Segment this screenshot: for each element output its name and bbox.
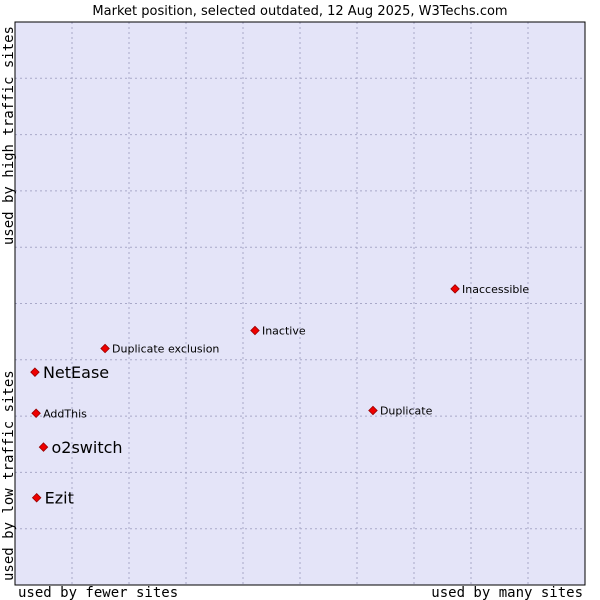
data-points: NetEase o2switch Ezit AddThis Duplicate excl… [30, 283, 529, 508]
x-axis-label-right: used by many sites [431, 585, 583, 600]
y-axis-label-top: used by high traffic sites [1, 26, 17, 245]
data-point: o2switch [38, 438, 123, 457]
point-marker [30, 367, 40, 377]
data-point: Duplicate [368, 404, 433, 417]
point-label: o2switch [52, 438, 123, 457]
data-point: Ezit [31, 489, 74, 508]
point-marker [31, 408, 41, 419]
chart-title: Market position, selected outdated, 12 A… [92, 4, 507, 19]
point-label: AddThis [43, 407, 87, 420]
y-axis-label-bottom: used by low traffic sites [1, 370, 17, 581]
point-label: Ezit [45, 489, 74, 508]
grid-lines [15, 22, 585, 585]
data-point: Inaccessible [450, 283, 529, 296]
point-label: Inactive [262, 325, 306, 338]
data-point: Inactive [250, 325, 306, 338]
point-label: Duplicate [380, 404, 433, 417]
point-label: Duplicate exclusion [112, 343, 219, 356]
point-marker [100, 343, 110, 354]
data-point: AddThis [31, 407, 87, 420]
point-marker [368, 405, 378, 416]
x-axis-label-left: used by fewer sites [18, 585, 178, 600]
point-marker [450, 284, 460, 294]
data-point: Duplicate exclusion [100, 343, 219, 356]
point-label: NetEase [43, 363, 109, 382]
point-marker [31, 492, 42, 503]
plot-frame [14, 21, 586, 586]
data-point: NetEase [30, 363, 109, 382]
point-marker [38, 442, 49, 452]
point-marker [250, 325, 260, 336]
point-label: Inaccessible [462, 283, 529, 296]
